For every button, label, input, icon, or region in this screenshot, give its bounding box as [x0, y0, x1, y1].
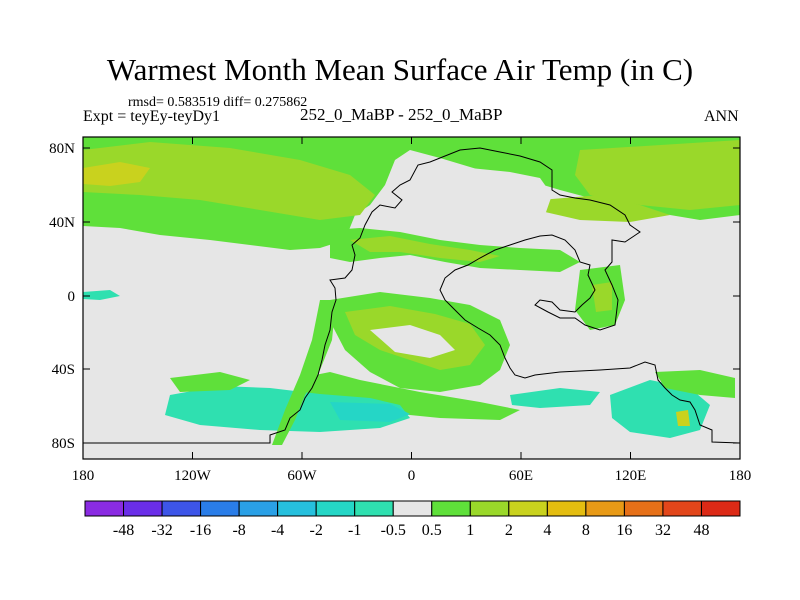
colorbar-swatch	[546, 500, 587, 517]
colorbar-swatch	[84, 500, 125, 517]
colorbar-label: 16	[616, 522, 632, 539]
tick-marks	[82, 137, 741, 459]
y-tick-label: 0	[68, 289, 76, 305]
colorbar-label: -4	[271, 522, 284, 539]
colorbar-swatch	[585, 500, 625, 517]
colorbar: -48 -32 -16 -8 -4 -2 -1 -0.5 0.5 1 2 4 8 16 32 48	[84, 500, 741, 539]
y-tick-label: 40N	[49, 215, 75, 231]
season-label: ANN	[704, 108, 739, 125]
colorbar-label: -0.5	[381, 522, 406, 539]
colorbar-label: -8	[232, 522, 245, 539]
x-tick-label: 180	[72, 468, 95, 484]
continent-outline	[83, 147, 741, 444]
colorbar-label: 2	[505, 522, 513, 539]
x-tick-label: 120E	[615, 468, 647, 484]
colorbar-swatch	[200, 500, 240, 517]
experiment-label: Expt = teyEy-teyDy1	[83, 108, 220, 125]
colorbar-label: -1	[348, 522, 361, 539]
colorbar-swatch	[354, 500, 394, 517]
continent-outline-west	[83, 147, 741, 444]
x-tick-label: 0	[408, 468, 416, 484]
colorbar-label: -32	[151, 522, 172, 539]
y-tick-label: 80S	[52, 436, 75, 452]
field-region-west-coast	[272, 300, 336, 445]
x-tick-label: 120W	[174, 468, 212, 484]
field-region-southeast-green	[655, 370, 735, 398]
colorbar-label: -2	[310, 522, 323, 539]
x-tick-labels: 180 120W 60W 0 60E 120E 180	[72, 468, 752, 484]
x-tick-label: 180	[729, 468, 752, 484]
field-region-continent-north	[392, 160, 552, 235]
field-region-nw-olive	[83, 162, 150, 186]
field-region-tethys-strong	[350, 236, 500, 262]
colorbar-label: 1	[466, 522, 474, 539]
colorbar-label: 4	[543, 522, 551, 539]
colorbar-swatch	[315, 500, 356, 517]
colorbar-swatch	[161, 500, 202, 517]
colorbar-label: 32	[655, 522, 671, 539]
colorbar-label: 48	[693, 522, 709, 539]
field-region-equator-cyan	[83, 290, 120, 300]
colorbar-swatch	[277, 500, 317, 517]
colorbar-swatch	[469, 500, 510, 517]
field-region-mid-green	[540, 195, 670, 222]
field-region-southeast-olive	[676, 410, 690, 426]
colorbar-swatch	[508, 500, 548, 517]
colorbar-label: 0.5	[422, 522, 442, 539]
colorbar-swatch	[431, 500, 471, 517]
colorbar-swatch	[392, 500, 433, 517]
field-region-southeast-strong	[592, 282, 612, 312]
field-region-south-hole	[370, 325, 455, 358]
field-region-south-pacific-deep	[330, 402, 410, 422]
stats-label: rmsd= 0.583519 diff= 0.275862	[128, 95, 308, 110]
y-tick-labels: 80N 40N 0 40S 80S	[49, 141, 75, 452]
colorbar-swatch	[700, 500, 741, 517]
y-tick-label: 80N	[49, 141, 75, 157]
field-region-south-indian-cyan	[510, 388, 600, 408]
colorbar-swatch	[123, 500, 163, 517]
colorbar-label: -48	[113, 522, 134, 539]
case-subtitle: 252_0_MaBP - 252_0_MaBP	[300, 105, 503, 124]
colorbar-swatch	[238, 500, 279, 517]
field-region-south-pacific-green	[170, 372, 250, 392]
colorbar-swatch	[662, 500, 702, 517]
colorbar-swatch	[623, 500, 664, 517]
field-region-ne-green	[575, 140, 740, 210]
field-region-nw-green	[83, 142, 375, 220]
x-tick-label: 60E	[509, 468, 533, 484]
anomaly-field	[83, 137, 740, 459]
y-tick-label: 40S	[52, 362, 75, 378]
colorbar-label: 8	[582, 522, 590, 539]
plot-title: Warmest Month Mean Surface Air Temp (in …	[106, 52, 694, 87]
colorbar-label: -16	[190, 522, 211, 539]
x-tick-label: 60W	[287, 468, 317, 484]
